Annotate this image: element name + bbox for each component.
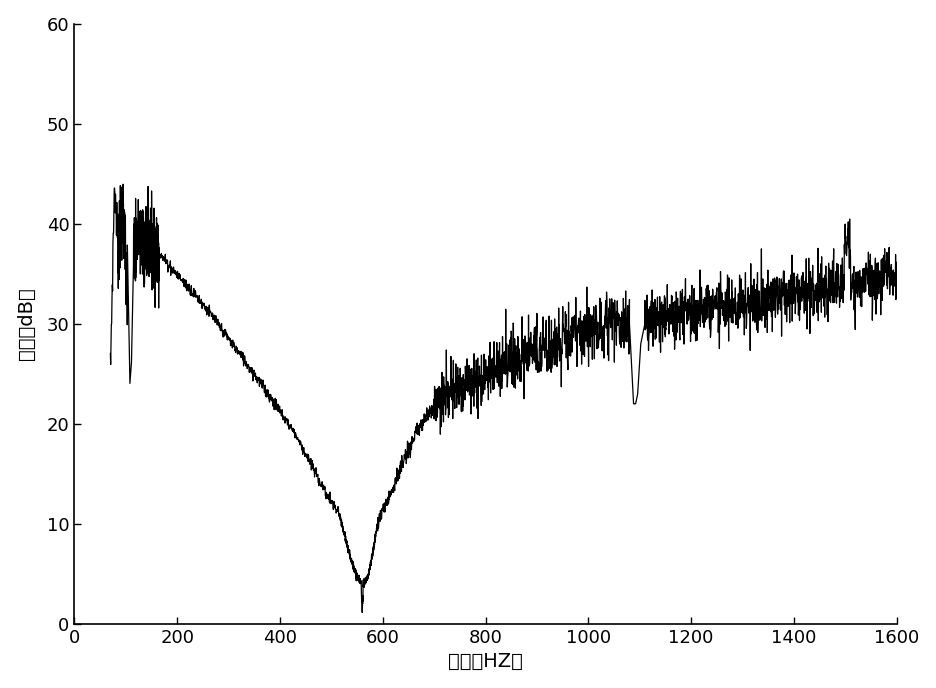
X-axis label: 频率（HZ）: 频率（HZ） [448,652,523,671]
Y-axis label: 数値（dB）: 数値（dB） [17,288,36,360]
